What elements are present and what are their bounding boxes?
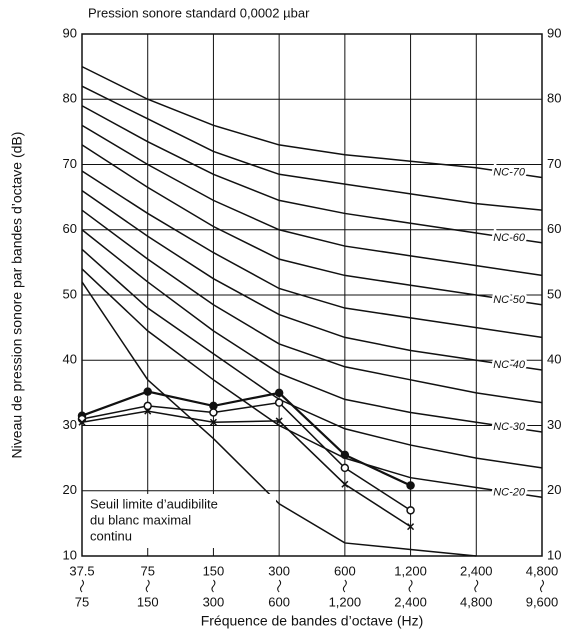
series-label: NC-40 bbox=[493, 359, 526, 371]
series-line bbox=[81, 170, 543, 339]
series-line bbox=[81, 281, 477, 557]
marker-circle bbox=[406, 481, 415, 490]
marker-circle bbox=[406, 506, 415, 515]
y-axis-label: Niveau de pression sonore par bandes d’o… bbox=[9, 132, 25, 459]
series-line bbox=[81, 85, 543, 211]
x-tick-squiggle bbox=[540, 579, 544, 593]
series-line bbox=[81, 209, 543, 404]
y-tick-label: 90 bbox=[63, 25, 77, 40]
marker-circle bbox=[340, 463, 350, 473]
x-tick-label: 2,400 bbox=[394, 594, 427, 609]
y2-tick-label: 80 bbox=[547, 91, 561, 106]
marker-circle bbox=[143, 387, 152, 396]
series-label: NC-20 bbox=[493, 486, 526, 498]
x-tick-label: 150 bbox=[137, 594, 159, 609]
marker-circle bbox=[143, 401, 152, 411]
series-label: NC-50 bbox=[493, 294, 526, 306]
x-tick-squiggle bbox=[474, 579, 479, 593]
x-tick-label: 75 bbox=[75, 594, 89, 609]
series-label: NC-60 bbox=[493, 232, 526, 244]
x-tick-label: 4,800 bbox=[460, 594, 493, 609]
y-tick-label: 10 bbox=[63, 547, 77, 562]
series-line bbox=[81, 410, 411, 528]
series-line bbox=[81, 268, 543, 499]
y2-tick-label: 40 bbox=[547, 352, 561, 367]
marker-circle bbox=[340, 450, 350, 460]
y2-tick-label: 50 bbox=[547, 286, 561, 301]
marker-circle bbox=[274, 388, 284, 398]
x-tick-label: 300 bbox=[203, 594, 225, 609]
annotation-bg bbox=[86, 494, 276, 548]
series-line bbox=[81, 229, 543, 433]
x-tick-label: 600 bbox=[334, 563, 356, 578]
x-tick-label: 75 bbox=[140, 563, 154, 578]
x-tick-label: 150 bbox=[203, 563, 225, 578]
y-tick-label: 80 bbox=[63, 91, 77, 106]
x-tick-squiggle bbox=[211, 579, 216, 593]
x-tick-squiggle bbox=[342, 579, 347, 593]
y2-tick-label: 30 bbox=[547, 417, 561, 432]
x-tick-label: 600 bbox=[268, 594, 290, 609]
x-tick-squiggle bbox=[80, 579, 84, 593]
marker-x bbox=[144, 407, 152, 415]
marker-circle bbox=[209, 408, 218, 417]
y-tick-label: 20 bbox=[63, 482, 77, 497]
marker-x bbox=[275, 417, 283, 425]
y2-tick-label: 10 bbox=[547, 547, 561, 562]
annotation: continu bbox=[90, 528, 132, 543]
series-line bbox=[81, 105, 543, 244]
x-tick-squiggle bbox=[145, 579, 150, 593]
x-tick-label: 9,600 bbox=[526, 594, 559, 609]
y2-tick-label: 90 bbox=[547, 25, 561, 40]
series-line bbox=[81, 248, 543, 469]
y-tick-label: 30 bbox=[63, 417, 77, 432]
series-line bbox=[81, 401, 411, 511]
x-tick-label: 300 bbox=[268, 563, 290, 578]
x-tick-label: 4,800 bbox=[526, 563, 559, 578]
y-tick-label: 60 bbox=[63, 221, 77, 236]
x-tick-label: 2,400 bbox=[460, 563, 493, 578]
x-tick-label: 1,200 bbox=[329, 594, 362, 609]
series-label: NC-30 bbox=[493, 421, 526, 433]
marker-x bbox=[209, 418, 217, 426]
y-tick-label: 40 bbox=[63, 352, 77, 367]
y2-tick-label: 70 bbox=[547, 156, 561, 171]
marker-x bbox=[341, 480, 349, 488]
x-axis-label: Fréquence de bandes d’octave (Hz) bbox=[201, 613, 424, 629]
marker-circle bbox=[274, 398, 284, 407]
y-tick-label: 70 bbox=[63, 156, 77, 171]
x-tick-label: 1,200 bbox=[394, 563, 427, 578]
x-tick-label: 37.5 bbox=[69, 563, 94, 578]
series-line bbox=[81, 144, 543, 306]
series-line bbox=[81, 390, 412, 487]
x-tick-squiggle bbox=[277, 579, 282, 593]
chart-title: Pression sonore standard 0,0002 µbar bbox=[88, 5, 310, 20]
series-line bbox=[81, 189, 543, 371]
x-tick-squiggle bbox=[408, 579, 413, 593]
marker-x bbox=[78, 418, 86, 426]
y2-tick-label: 60 bbox=[547, 221, 561, 236]
series-label: NC-70 bbox=[493, 167, 526, 179]
y2-tick-label: 20 bbox=[547, 482, 561, 497]
series-line bbox=[81, 124, 543, 277]
marker-x bbox=[407, 523, 415, 531]
y-tick-label: 50 bbox=[63, 286, 77, 301]
annotation: Seuil limite d’audibilite bbox=[90, 496, 218, 511]
series-line bbox=[81, 65, 543, 179]
annotation: du blanc maximal bbox=[90, 512, 191, 527]
